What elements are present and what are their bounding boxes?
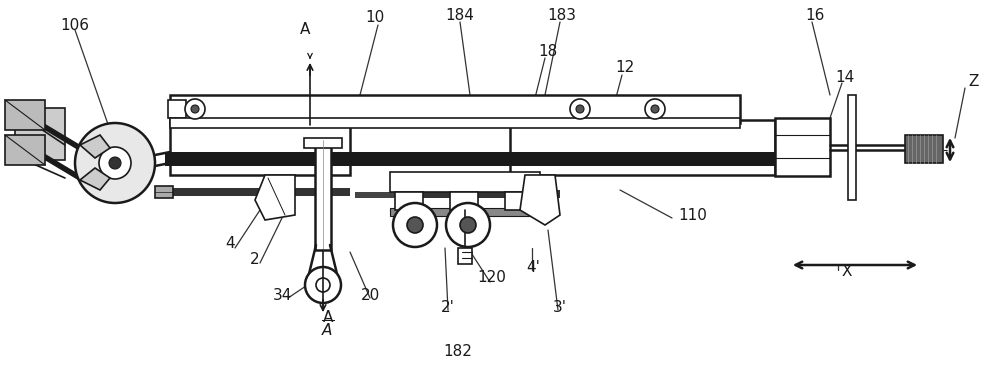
Text: A: A [300,22,310,38]
Polygon shape [80,135,110,158]
Circle shape [185,99,205,119]
Bar [5,135,45,165]
Bar [170,118,740,128]
Text: 3': 3' [553,301,567,315]
Circle shape [191,105,199,113]
Circle shape [316,278,330,292]
Text: 12: 12 [615,60,635,76]
Text: X: X [842,264,852,280]
Text: 20: 20 [360,288,380,302]
Text: 182: 182 [444,345,472,359]
Text: 110: 110 [678,207,707,223]
Bar [510,120,775,175]
Bar [905,135,943,163]
Circle shape [75,123,155,203]
Circle shape [109,157,121,169]
Circle shape [576,105,584,113]
Bar [304,138,342,148]
Bar [165,152,775,166]
Bar [5,100,45,130]
Bar [355,192,405,198]
Circle shape [99,147,131,179]
Bar [165,188,350,196]
Circle shape [305,267,341,303]
Text: 4: 4 [225,236,235,252]
Bar [775,118,830,176]
Circle shape [393,203,437,247]
Text: Z: Z [968,74,978,90]
Bar [155,186,173,198]
Text: 34: 34 [273,288,293,302]
Bar [405,190,560,198]
Text: $\overline{A}$: $\overline{A}$ [321,320,335,340]
Circle shape [407,217,423,233]
Bar [458,248,472,264]
Bar [390,172,540,192]
Circle shape [460,217,476,233]
Polygon shape [80,168,110,190]
Bar [170,120,350,175]
Circle shape [570,99,590,119]
Text: A: A [323,310,333,326]
Bar [315,140,331,250]
Circle shape [645,99,665,119]
Text: 16: 16 [805,8,825,22]
Bar [848,95,856,200]
Bar [168,100,186,118]
Bar [15,108,65,160]
Text: 18: 18 [538,44,558,60]
Text: 4': 4' [526,260,540,274]
Bar [390,208,550,216]
Bar [395,192,423,210]
Text: 2: 2 [250,252,260,268]
Text: 184: 184 [446,8,474,22]
Bar [905,135,943,163]
Bar [170,95,740,123]
Bar [450,192,478,210]
Text: 10: 10 [365,11,385,25]
Circle shape [651,105,659,113]
Text: 120: 120 [478,271,506,285]
Bar [505,192,533,210]
Text: 2': 2' [441,301,455,315]
Circle shape [446,203,490,247]
Polygon shape [255,175,295,220]
Text: 14: 14 [835,71,855,86]
Text: 183: 183 [548,8,576,22]
Text: 106: 106 [60,17,90,33]
Polygon shape [520,175,560,225]
